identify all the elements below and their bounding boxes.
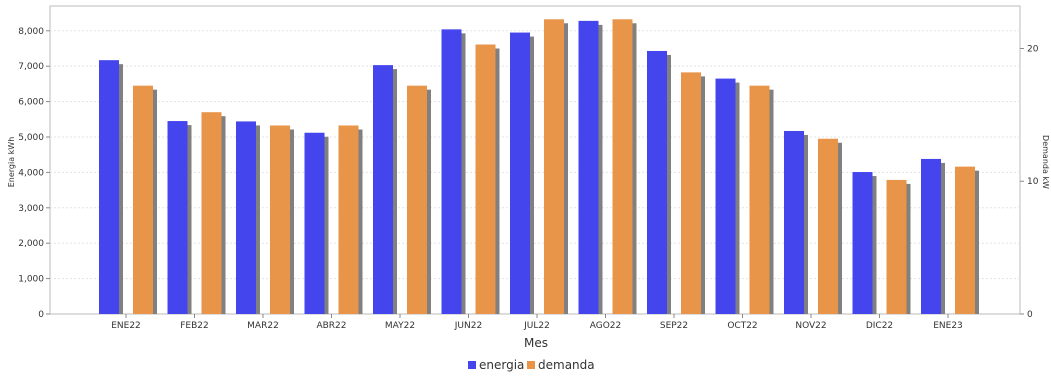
bar-demanda bbox=[955, 166, 975, 314]
x-tick-label: DIC22 bbox=[866, 321, 893, 331]
y2-tick-label: 10 bbox=[1027, 177, 1039, 187]
bar-demanda bbox=[544, 19, 564, 315]
bar-demanda bbox=[818, 138, 838, 314]
y-tick-label: 5,000 bbox=[18, 133, 44, 143]
bar-demanda bbox=[681, 72, 701, 315]
bar-energia bbox=[441, 29, 462, 315]
x-axis-title: Mes bbox=[524, 336, 548, 350]
legend-swatch-demanda bbox=[527, 361, 535, 369]
bar-demanda bbox=[749, 85, 770, 314]
x-tick-label: MAY22 bbox=[385, 321, 415, 331]
bar-demanda bbox=[407, 85, 427, 314]
y-axis-title-left: Energia kWh bbox=[7, 137, 16, 188]
axes: 0 1,000 2,000 3,000 4,000 5,000 6,000 7,000 8,00… bbox=[18, 27, 1038, 331]
bar-energia bbox=[99, 60, 119, 315]
bar-energia bbox=[510, 32, 530, 314]
bar-energia bbox=[852, 172, 873, 314]
y2-tick-label: 20 bbox=[1027, 44, 1039, 54]
legend-label-demanda: demanda bbox=[538, 358, 595, 372]
x-tick-label: MAR22 bbox=[247, 321, 279, 331]
x-tick-label: JUN22 bbox=[454, 321, 482, 331]
x-tick-label: FEB22 bbox=[180, 321, 209, 331]
legend-label-energia: energia bbox=[479, 358, 524, 372]
bars bbox=[99, 19, 979, 315]
x-tick-label: NOV22 bbox=[795, 321, 826, 331]
bar-energia bbox=[578, 20, 599, 315]
legend-swatch-energia bbox=[468, 361, 476, 369]
bar-demanda bbox=[338, 125, 359, 314]
bar-energia bbox=[373, 65, 393, 314]
x-tick-label: SEP22 bbox=[660, 321, 688, 331]
x-tick-label: ENE22 bbox=[111, 321, 141, 331]
x-tick-label: JUL22 bbox=[523, 321, 550, 331]
bar-demanda bbox=[133, 85, 153, 314]
bar-demanda bbox=[886, 179, 907, 314]
bar-energia bbox=[921, 158, 941, 314]
bar-demanda bbox=[270, 125, 290, 314]
y-tick-label: 6,000 bbox=[18, 98, 44, 108]
y-tick-label: 0 bbox=[38, 310, 44, 320]
y-axis-title-right: Demanda kW bbox=[1041, 135, 1050, 189]
y-tick-label: 2,000 bbox=[18, 239, 44, 249]
bar-energia bbox=[167, 121, 188, 315]
x-tick-label: ENE23 bbox=[933, 321, 963, 331]
y-tick-label: 8,000 bbox=[18, 27, 44, 37]
x-tick-label: OCT22 bbox=[727, 321, 757, 331]
bar-energia bbox=[784, 130, 804, 314]
bar-energia bbox=[236, 121, 256, 314]
y-tick-label: 3,000 bbox=[18, 204, 44, 214]
y2-tick-label: 0 bbox=[1027, 310, 1033, 320]
legend: energia demanda bbox=[468, 358, 595, 372]
bar-energia bbox=[304, 132, 325, 314]
bar-energia bbox=[715, 78, 736, 315]
bar-demanda bbox=[201, 112, 222, 314]
y-tick-label: 4,000 bbox=[18, 168, 44, 178]
x-tick-label: ABR22 bbox=[316, 321, 346, 331]
bar-demanda bbox=[475, 44, 496, 314]
bar-energia bbox=[647, 50, 667, 315]
bar-demanda bbox=[612, 19, 633, 315]
y-tick-label: 7,000 bbox=[18, 62, 44, 72]
y-tick-label: 1,000 bbox=[18, 275, 44, 285]
x-tick-label: AGO22 bbox=[590, 321, 622, 331]
